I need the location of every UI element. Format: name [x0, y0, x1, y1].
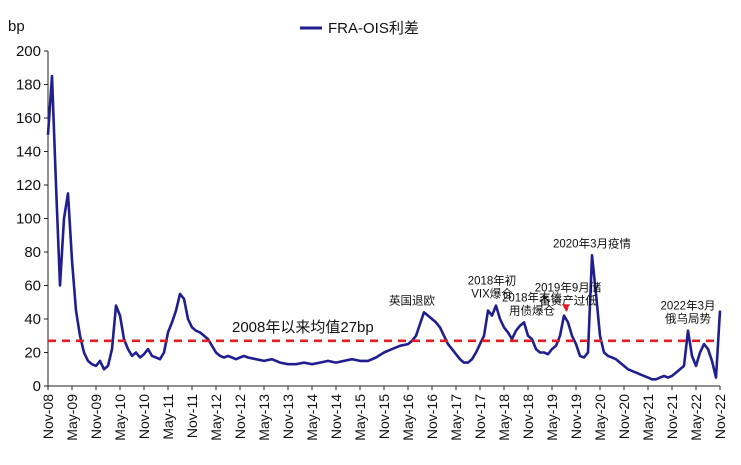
x-tick-label: Nov-12: [232, 394, 248, 439]
annotation-label: 用债爆仓: [509, 303, 555, 317]
annotation-label: 英国退欧: [389, 293, 435, 307]
y-tick-label: 200: [16, 43, 41, 60]
annotation-label: 2022年3月: [661, 299, 716, 313]
x-tick-label: Nov-21: [664, 394, 680, 439]
x-tick-label: Nov-22: [712, 394, 728, 439]
x-tick-label: May-16: [400, 394, 416, 441]
x-tick-label: May-21: [640, 394, 656, 441]
annotation-label: 2019年9月储: [535, 280, 602, 294]
x-tick-label: Nov-15: [376, 394, 392, 439]
annotation-label: 2020年3月疫情: [553, 236, 631, 250]
x-tick-label: Nov-13: [280, 394, 296, 439]
x-tick-label: May-20: [592, 394, 608, 441]
legend-label: FRA-OIS利差: [328, 20, 419, 37]
x-tick-label: Nov-16: [424, 394, 440, 439]
average-label: 2008年以来均值27bp: [232, 319, 374, 336]
series-line-fra-ois: [46, 74, 722, 381]
y-tick-label: 40: [24, 311, 41, 328]
x-tick-label: Nov-11: [184, 394, 200, 438]
x-tick-label: Nov-19: [568, 394, 584, 439]
x-tick-label: Nov-14: [328, 394, 344, 439]
x-tick-label: May-11: [160, 394, 176, 440]
y-tick-label: 160: [16, 110, 41, 127]
x-tick-label: May-19: [544, 394, 560, 441]
y-tick-label: 140: [16, 144, 41, 161]
x-tick-label: May-14: [304, 394, 320, 441]
annotation-label: VIX爆仓: [471, 287, 513, 301]
x-tick-label: Nov-09: [88, 394, 104, 439]
annotation-label: 2018年末信: [502, 290, 562, 304]
x-tick-label: May-18: [496, 394, 512, 441]
y-tick-label: 180: [16, 77, 41, 94]
x-tick-label: May-17: [448, 394, 464, 441]
x-tick-label: May-10: [112, 394, 128, 441]
x-tick-label: May-15: [352, 394, 368, 441]
annotation-arrow-head: [562, 304, 570, 312]
x-tick-label: May-13: [256, 394, 272, 441]
annotation-label: 俄乌局势: [665, 312, 711, 326]
x-tick-label: May-09: [64, 394, 80, 441]
x-tick-label: Nov-17: [472, 394, 488, 439]
annotation-label: 备资产过低: [539, 293, 597, 307]
y-tick-label: 100: [16, 211, 41, 228]
y-tick-label: 0: [33, 378, 41, 395]
annotation-arrow: [565, 307, 569, 312]
x-tick-label: Nov-10: [136, 394, 152, 439]
y-axis-label: bp: [8, 18, 25, 35]
y-tick-label: 20: [24, 345, 41, 362]
x-tick-label: Nov-18: [520, 394, 536, 439]
annotation-label: 2018年初: [468, 274, 517, 288]
x-tick-label: Nov-08: [40, 394, 56, 439]
y-tick-label: 80: [24, 244, 41, 261]
x-tick-label: May-22: [688, 394, 704, 441]
y-tick-label: 120: [16, 177, 41, 194]
x-tick-label: Nov-20: [616, 394, 632, 439]
y-tick-label: 60: [24, 278, 41, 295]
x-tick-label: May-12: [208, 394, 224, 441]
